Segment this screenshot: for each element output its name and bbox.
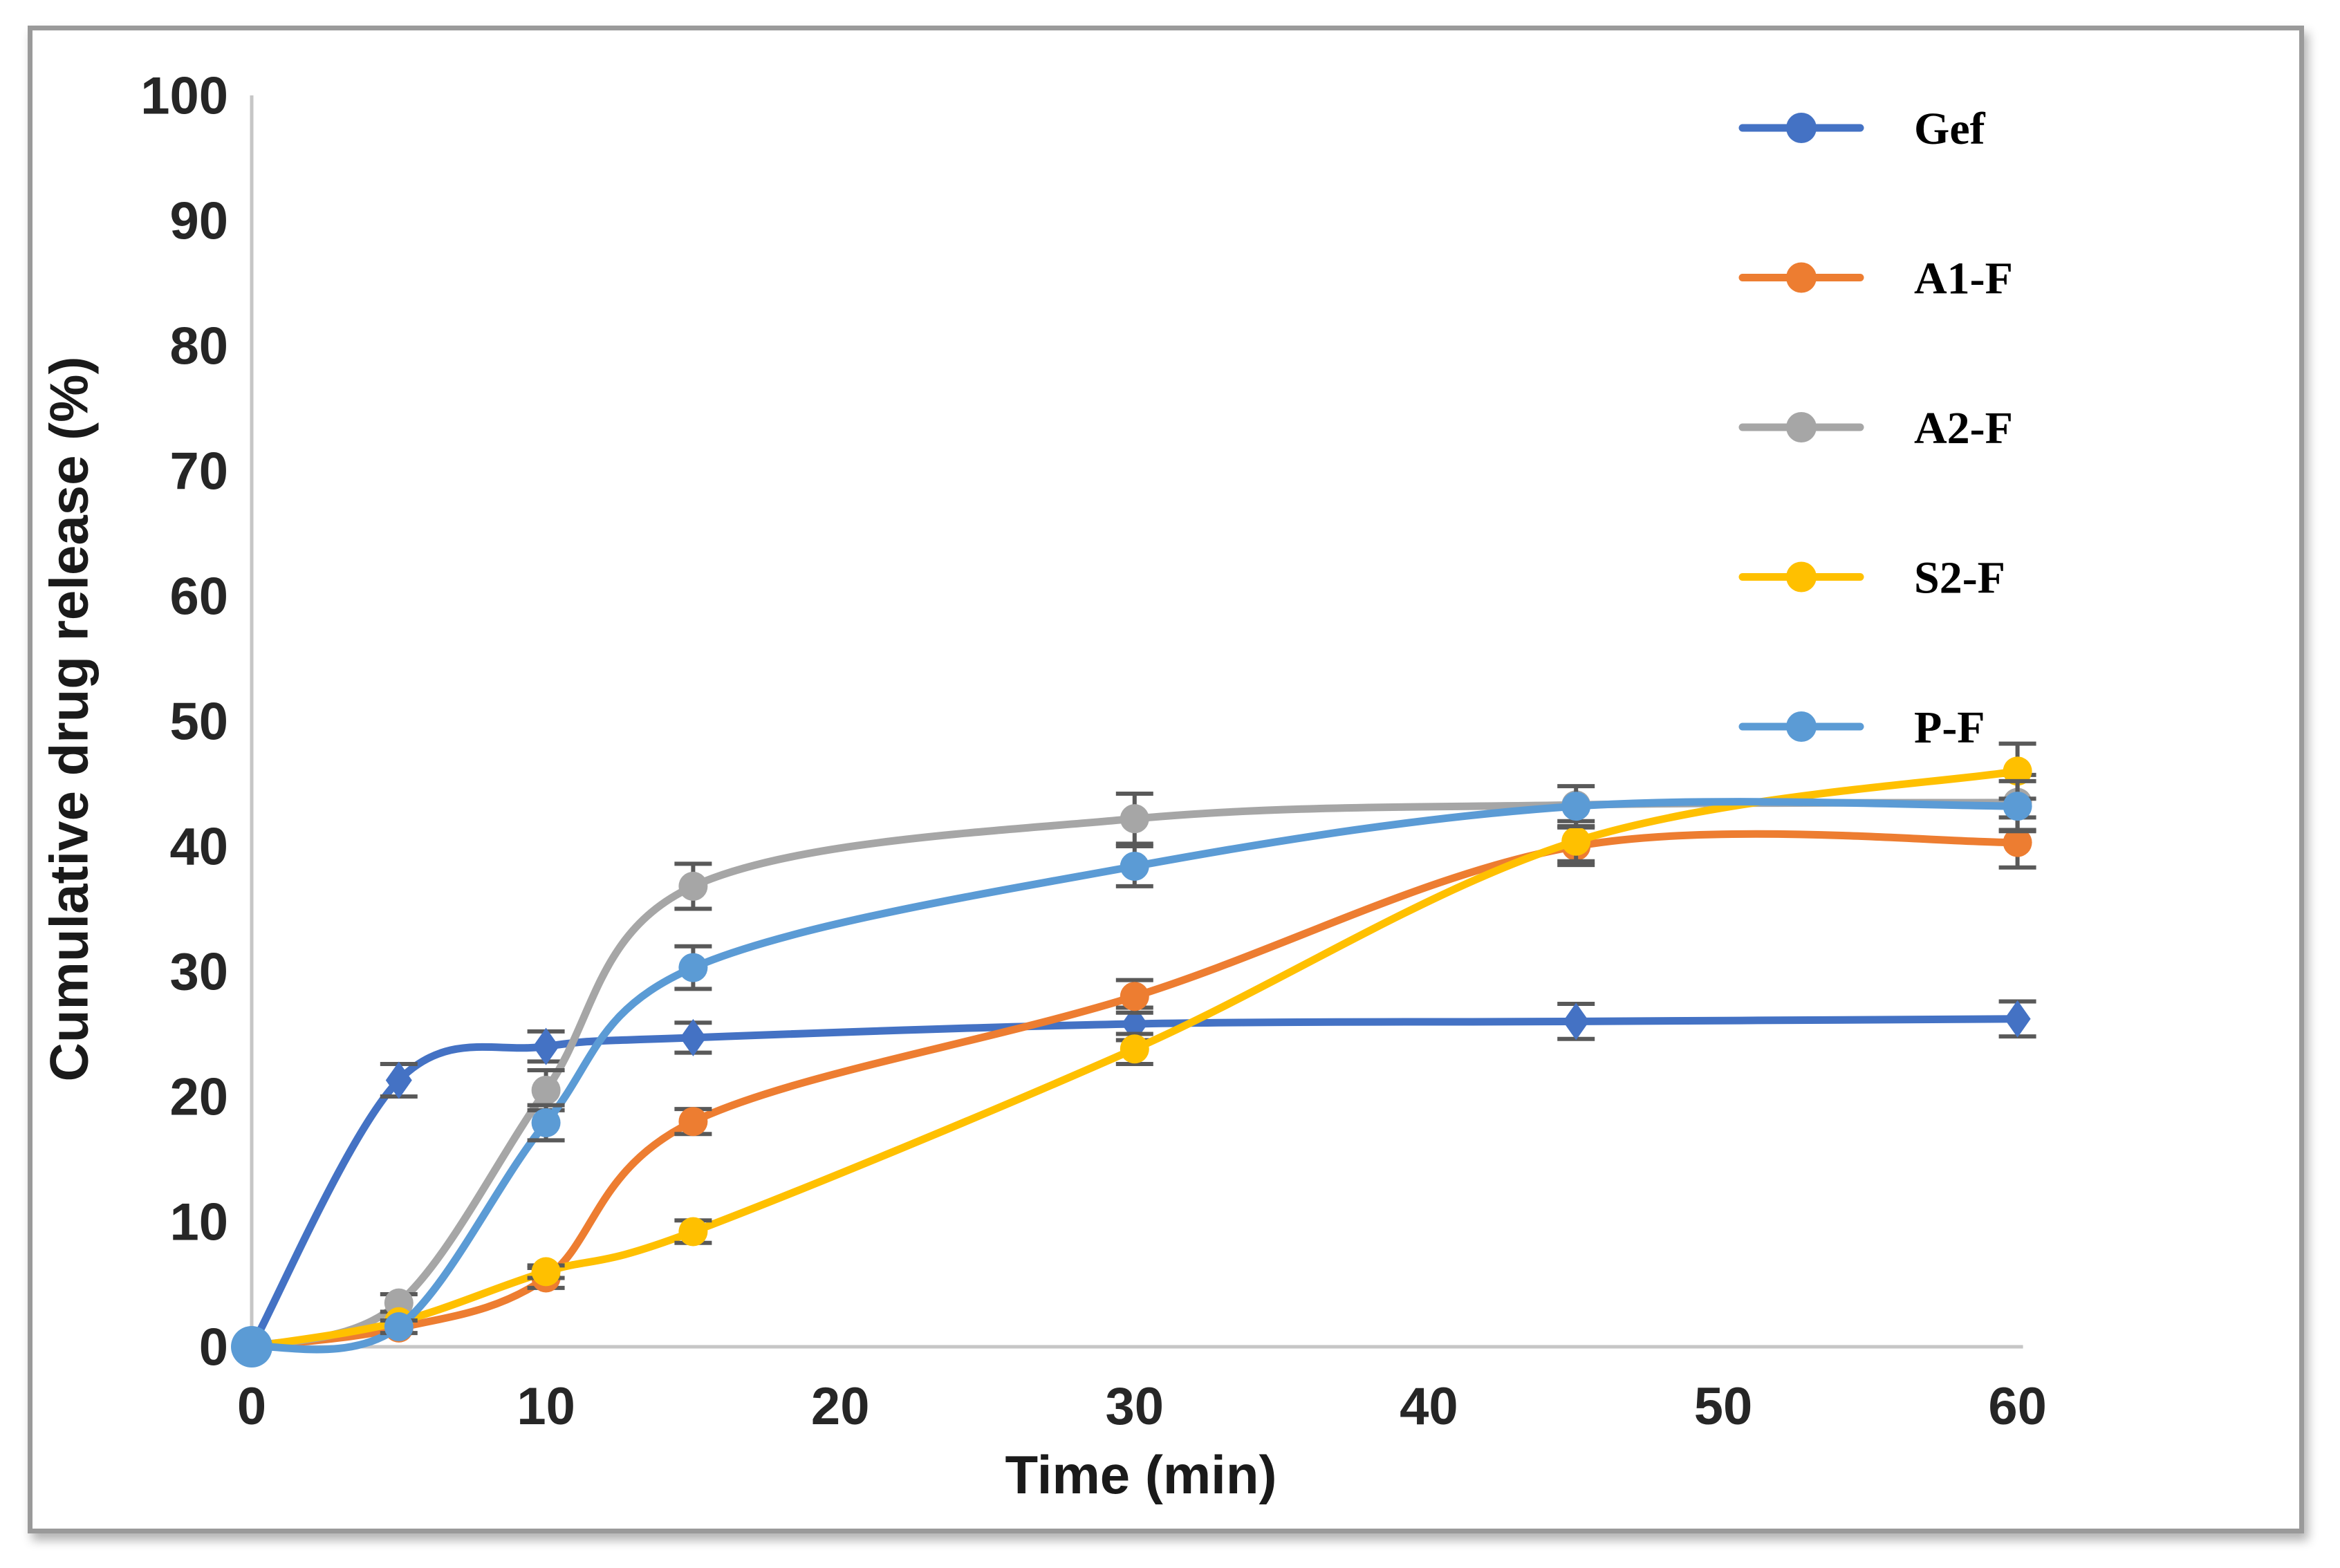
data-point-s2-f-t15 bbox=[678, 1217, 708, 1247]
y-tick-label-60: 60 bbox=[169, 568, 228, 626]
y-tick-label-40: 40 bbox=[169, 818, 228, 877]
data-point-a1-f-t30 bbox=[1120, 982, 1149, 1011]
y-tick-label-0: 0 bbox=[199, 1318, 228, 1377]
data-point-a1-f-t60 bbox=[2003, 828, 2032, 857]
x-tick-label-30: 30 bbox=[1106, 1377, 1164, 1436]
y-tick-label-50: 50 bbox=[169, 693, 228, 752]
data-point-a2-f-t15 bbox=[678, 871, 708, 901]
legend-marker-p-f bbox=[1786, 711, 1817, 742]
y-tick-label-70: 70 bbox=[169, 442, 228, 501]
data-point-s2-f-t60 bbox=[2003, 756, 2032, 786]
x-tick-label-60: 60 bbox=[1988, 1377, 2047, 1436]
data-point-gef-t5 bbox=[385, 1061, 412, 1099]
legend-label-a1-f: A1-F bbox=[1914, 254, 2013, 304]
data-point-p-f-t5 bbox=[384, 1312, 414, 1342]
y-tick-label-20: 20 bbox=[169, 1068, 228, 1127]
data-point-gef-t15 bbox=[680, 1018, 707, 1056]
x-tick-label-0: 0 bbox=[237, 1377, 266, 1436]
data-point-a2-f-t10 bbox=[531, 1075, 561, 1105]
y-tick-label-90: 90 bbox=[169, 192, 228, 251]
data-point-a2-f-t30 bbox=[1120, 804, 1149, 834]
data-point-a1-f-t15 bbox=[678, 1107, 708, 1137]
data-point-p-f-t15 bbox=[678, 953, 708, 982]
y-tick-label-100: 100 bbox=[140, 67, 228, 126]
data-point-p-f-t0 bbox=[231, 1326, 272, 1368]
y-tick-label-10: 10 bbox=[169, 1193, 228, 1252]
data-point-p-f-t10 bbox=[531, 1108, 561, 1138]
x-tick-label-20: 20 bbox=[811, 1377, 870, 1436]
data-point-p-f-t60 bbox=[2003, 792, 2032, 821]
data-point-p-f-t30 bbox=[1120, 851, 1149, 881]
series-line-a1-f bbox=[248, 830, 2022, 1351]
data-point-gef-t60 bbox=[2004, 1000, 2031, 1038]
legend-label-gef: Gef bbox=[1914, 104, 1986, 154]
x-tick-label-10: 10 bbox=[517, 1377, 575, 1436]
x-tick-label-40: 40 bbox=[1400, 1377, 1458, 1436]
series-line-s2-f bbox=[248, 767, 2022, 1351]
y-tick-label-80: 80 bbox=[169, 317, 228, 376]
data-point-gef-t10 bbox=[532, 1027, 559, 1065]
series-line-p-f bbox=[248, 798, 2022, 1354]
data-point-s2-f-t45 bbox=[1561, 826, 1591, 856]
y-axis-title: Cumulative drug release (%) bbox=[38, 356, 100, 1082]
x-tick-label-50: 50 bbox=[1694, 1377, 1753, 1436]
legend-label-s2-f: S2-F bbox=[1914, 553, 2005, 604]
legend-marker-gef bbox=[1786, 113, 1817, 143]
legend-label-p-f: P-F bbox=[1914, 702, 1985, 753]
data-point-s2-f-t10 bbox=[531, 1257, 561, 1287]
data-point-gef-t45 bbox=[1563, 1002, 1590, 1040]
data-point-p-f-t45 bbox=[1561, 792, 1591, 821]
x-axis-title: Time (min) bbox=[1005, 1444, 1277, 1505]
legend-label-a2-f: A2-F bbox=[1914, 403, 2013, 454]
legend-marker-a1-f bbox=[1786, 262, 1817, 293]
legend-marker-s2-f bbox=[1786, 561, 1817, 592]
legend-marker-a2-f bbox=[1786, 412, 1817, 442]
y-tick-label-30: 30 bbox=[169, 943, 228, 1002]
data-point-s2-f-t30 bbox=[1120, 1034, 1149, 1064]
